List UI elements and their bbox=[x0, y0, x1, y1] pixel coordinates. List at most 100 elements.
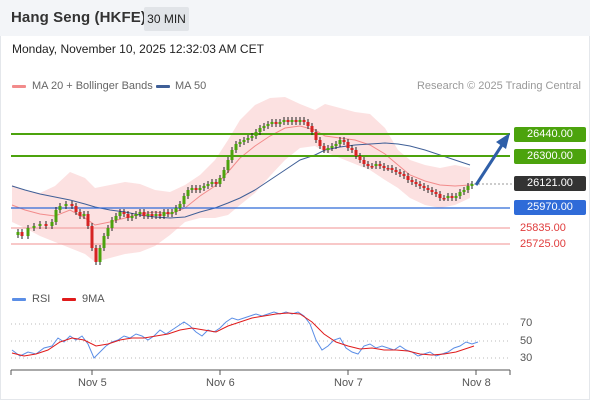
x-label-nov8: Nov 8 bbox=[462, 377, 491, 389]
candle-body bbox=[178, 204, 182, 208]
candle-body bbox=[70, 204, 74, 206]
candle-body bbox=[222, 170, 226, 178]
candle-body bbox=[50, 222, 54, 226]
candle-body bbox=[74, 206, 78, 212]
candle-body bbox=[354, 150, 358, 156]
candle-body bbox=[422, 186, 426, 188]
candle-body bbox=[342, 140, 346, 142]
support-1-label: 25835.00 bbox=[520, 222, 566, 234]
candle-body bbox=[90, 226, 94, 248]
rsi-legend-swatch bbox=[12, 298, 26, 301]
ma50-line bbox=[11, 142, 471, 219]
ma20-legend-label: MA 20 + Bollinger Bands bbox=[32, 80, 153, 92]
candle-body bbox=[38, 224, 42, 226]
candle-body bbox=[434, 192, 438, 194]
support-2-label: 25725.00 bbox=[520, 238, 566, 250]
candle-body bbox=[338, 140, 342, 144]
x-label-nov5: Nov 5 bbox=[78, 377, 107, 389]
candle-body bbox=[94, 248, 98, 262]
candle-body bbox=[262, 126, 266, 128]
timestamp: Monday, November 10, 2025 12:32:03 AM CE… bbox=[12, 42, 264, 56]
candle-body bbox=[86, 214, 90, 226]
candle-body bbox=[386, 168, 390, 170]
rsi-9ma-legend-label: 9MA bbox=[82, 293, 105, 305]
candle-body bbox=[186, 190, 190, 196]
candle-body bbox=[158, 214, 162, 216]
candle-body bbox=[230, 150, 234, 160]
header-bar: Hang Seng (HKFE) 30 MIN bbox=[0, 0, 590, 36]
candle-body bbox=[138, 212, 142, 214]
copyright-text: Research © 2025 Trading Central bbox=[416, 80, 581, 92]
candle-body bbox=[318, 140, 322, 146]
candle-body bbox=[218, 178, 222, 184]
candle-body bbox=[246, 138, 250, 140]
candle-body bbox=[150, 214, 154, 216]
candle-body bbox=[406, 176, 410, 180]
rsi-9ma-legend-swatch bbox=[62, 298, 76, 301]
candle-body bbox=[398, 172, 402, 174]
candle-body bbox=[350, 148, 354, 150]
candle-body bbox=[450, 196, 454, 198]
candle-body bbox=[366, 164, 370, 166]
candle-body bbox=[190, 188, 194, 190]
candle-body bbox=[438, 194, 442, 198]
candle-body bbox=[346, 142, 350, 148]
candle-body bbox=[430, 190, 434, 192]
candle-body bbox=[64, 204, 68, 206]
x-label-nov7: Nov 7 bbox=[334, 377, 363, 389]
resistance-1-tag: 26300.00 bbox=[514, 149, 586, 164]
candle-body bbox=[390, 168, 394, 170]
forecast-arrow-head bbox=[496, 133, 510, 149]
candle-body bbox=[102, 236, 106, 248]
forecast-arrow-shaft bbox=[474, 144, 504, 186]
candle-body bbox=[314, 132, 318, 140]
candle-body bbox=[174, 208, 178, 212]
candle-body bbox=[358, 156, 362, 160]
candle-body bbox=[370, 166, 374, 168]
candle-body bbox=[286, 120, 290, 122]
candle-body bbox=[402, 174, 406, 176]
candle-body bbox=[238, 142, 242, 144]
candle-body bbox=[250, 136, 254, 138]
rsi-tick-30: 30 bbox=[520, 352, 533, 364]
x-label-nov6: Nov 6 bbox=[206, 377, 235, 389]
rsi-tick-50: 50 bbox=[520, 335, 533, 347]
candle-body bbox=[410, 180, 414, 182]
candle-body bbox=[110, 220, 114, 228]
candle-body bbox=[210, 182, 214, 184]
candle-body bbox=[266, 124, 270, 126]
candle-body bbox=[170, 212, 174, 214]
candle-body bbox=[282, 120, 286, 122]
candle-body bbox=[206, 184, 210, 186]
candle-body bbox=[16, 232, 20, 235]
candle-body bbox=[32, 226, 36, 228]
candle-body bbox=[134, 214, 138, 216]
candle-body bbox=[466, 186, 470, 190]
candle-body bbox=[418, 184, 422, 186]
candle-body bbox=[44, 224, 48, 226]
candle-body bbox=[78, 212, 82, 216]
candle-body bbox=[310, 126, 314, 132]
candle-body bbox=[202, 186, 206, 188]
candle-body bbox=[166, 212, 170, 214]
candle-body bbox=[106, 228, 110, 236]
instrument-title: Hang Seng (HKFE) bbox=[11, 9, 146, 26]
candle-body bbox=[20, 232, 24, 236]
candle-body bbox=[278, 122, 282, 124]
ma20-legend-swatch bbox=[12, 85, 26, 88]
candle-body bbox=[290, 120, 294, 122]
candle-body bbox=[254, 132, 258, 136]
candle-body bbox=[58, 206, 62, 210]
candle-body bbox=[454, 196, 458, 198]
candle-body bbox=[382, 166, 386, 168]
candle-body bbox=[330, 146, 334, 148]
candle-body bbox=[194, 188, 198, 190]
candle-body bbox=[122, 212, 126, 214]
candle-body bbox=[470, 184, 474, 186]
candle-body bbox=[334, 144, 338, 146]
candle-body bbox=[126, 214, 130, 218]
rsi-legend-label: RSI bbox=[32, 293, 51, 305]
interval-button[interactable]: 30 MIN bbox=[144, 7, 189, 31]
candle-body bbox=[234, 144, 238, 150]
candle-body bbox=[294, 120, 298, 122]
